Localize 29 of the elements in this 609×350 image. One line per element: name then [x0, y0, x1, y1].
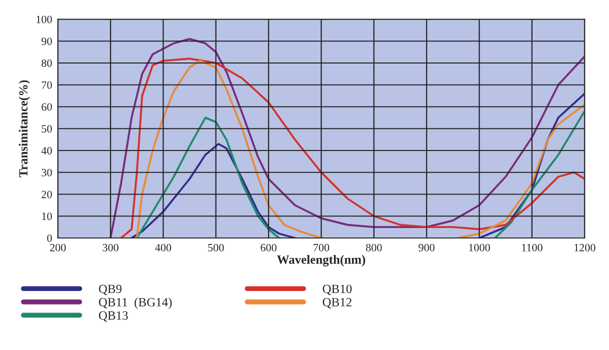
- y-tick-label: 60: [42, 103, 52, 111]
- x-tick-label: 700: [314, 244, 330, 252]
- x-axis-title: Wavelength(nm): [276, 255, 366, 266]
- y-axis-title: Transimitance(%): [18, 80, 30, 178]
- x-tick-label: 1000: [469, 244, 490, 252]
- y-tick-label: 90: [42, 38, 52, 46]
- y-tick-label: 70: [42, 81, 52, 89]
- y-tick-label: 50: [42, 125, 52, 133]
- legend-label: QB10: [322, 284, 352, 296]
- x-tick-label: 900: [418, 244, 435, 252]
- legend-label: QB9: [98, 284, 122, 296]
- x-tick-label: 500: [208, 244, 224, 252]
- y-tick-label: 0: [47, 234, 52, 242]
- x-tick-label: 300: [102, 244, 118, 252]
- y-tick-label: 20: [42, 190, 52, 198]
- x-tick-label: 1200: [574, 244, 596, 252]
- y-tick-label: 100: [36, 16, 52, 24]
- x-tick-label: 800: [366, 244, 382, 252]
- x-tick-label: 200: [50, 244, 66, 252]
- y-tick-label: 10: [42, 212, 52, 220]
- x-tick-label: 1100: [522, 244, 542, 252]
- legend-label: QB11 (BG14): [98, 298, 172, 309]
- x-tick-label: 400: [155, 244, 172, 252]
- legend-label: QB12: [322, 298, 352, 308]
- legend-label: QB13: [98, 311, 128, 322]
- y-tick-label: 40: [41, 146, 52, 154]
- y-tick-label: 80: [42, 59, 52, 67]
- x-tick-label: 600: [260, 244, 276, 252]
- y-tick-label: 30: [42, 168, 52, 176]
